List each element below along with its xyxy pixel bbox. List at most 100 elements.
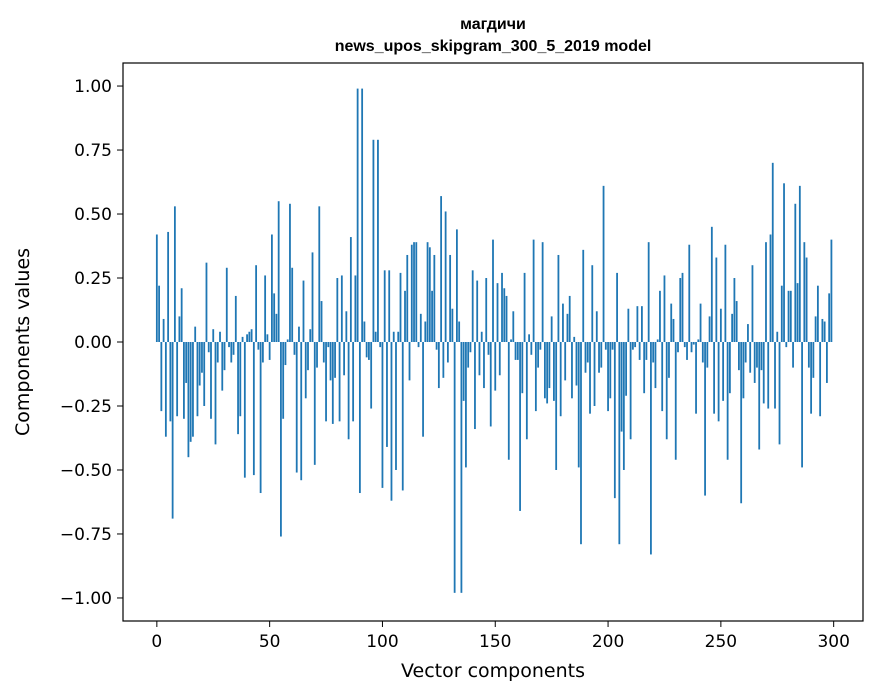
bar-131 bbox=[451, 308, 454, 342]
bar-70 bbox=[313, 342, 316, 465]
bar-299 bbox=[830, 239, 833, 342]
bar-0 bbox=[155, 234, 158, 342]
bar-79 bbox=[334, 342, 336, 378]
x-tick-label-250: 250 bbox=[705, 632, 737, 652]
bar-240 bbox=[697, 339, 700, 342]
bar-269 bbox=[762, 342, 765, 404]
bar-92 bbox=[363, 321, 366, 342]
bar-80 bbox=[336, 278, 339, 342]
bar-100 bbox=[381, 342, 384, 488]
bar-122 bbox=[431, 290, 433, 342]
bar-60 bbox=[291, 267, 294, 342]
bar-68 bbox=[309, 329, 312, 342]
y-tick-label-3: −0.25 bbox=[60, 397, 112, 417]
bar-8 bbox=[173, 206, 176, 342]
bar-58 bbox=[286, 339, 289, 342]
bar-245 bbox=[708, 316, 711, 342]
bar-45 bbox=[257, 342, 260, 350]
bar-252 bbox=[724, 244, 727, 342]
bar-23 bbox=[207, 342, 210, 353]
bar-148 bbox=[489, 342, 492, 427]
bar-157 bbox=[510, 339, 512, 342]
bar-172 bbox=[543, 342, 546, 399]
bar-40 bbox=[246, 334, 248, 342]
y-tick-label-6: 0.50 bbox=[74, 205, 112, 225]
bar-288 bbox=[805, 257, 808, 342]
bar-136 bbox=[462, 342, 465, 401]
bar-254 bbox=[728, 342, 731, 394]
bar-156 bbox=[507, 342, 510, 460]
bar-31 bbox=[225, 267, 228, 342]
bar-296 bbox=[823, 321, 826, 342]
bar-263 bbox=[749, 342, 752, 373]
y-tick-label-1: −0.75 bbox=[60, 525, 112, 545]
bar-97 bbox=[374, 331, 377, 342]
bar-91 bbox=[361, 88, 364, 342]
x-tick-label-300: 300 bbox=[817, 632, 849, 652]
bar-85 bbox=[347, 342, 350, 440]
bar-50 bbox=[268, 342, 271, 360]
x-tick-label-200: 200 bbox=[592, 632, 624, 652]
bar-141 bbox=[474, 342, 476, 430]
bar-222 bbox=[656, 339, 659, 342]
bar-84 bbox=[345, 311, 348, 342]
bar-151 bbox=[496, 283, 499, 342]
bar-54 bbox=[277, 201, 280, 342]
bar-121 bbox=[428, 247, 431, 342]
bar-120 bbox=[426, 242, 429, 342]
bar-293 bbox=[816, 285, 819, 342]
bar-182 bbox=[566, 313, 569, 342]
bar-236 bbox=[688, 244, 691, 342]
bar-214 bbox=[638, 342, 641, 360]
bar-275 bbox=[776, 331, 779, 342]
bar-202 bbox=[611, 342, 614, 350]
bar-14 bbox=[187, 342, 190, 458]
bar-53 bbox=[275, 313, 278, 342]
bar-229 bbox=[672, 318, 675, 342]
bar-123 bbox=[433, 254, 436, 342]
bar-144 bbox=[480, 331, 483, 342]
bar-248 bbox=[715, 257, 718, 342]
bar-11 bbox=[180, 288, 183, 342]
bar-108 bbox=[399, 272, 402, 342]
x-axis-label: Vector components bbox=[401, 660, 585, 682]
bar-142 bbox=[476, 280, 479, 342]
bar-203 bbox=[613, 342, 616, 499]
bar-167 bbox=[532, 239, 535, 342]
bar-132 bbox=[453, 342, 456, 593]
bar-279 bbox=[785, 342, 788, 348]
bar-90 bbox=[358, 342, 361, 494]
bar-62 bbox=[295, 342, 298, 473]
bar-242 bbox=[701, 342, 704, 363]
bar-199 bbox=[604, 342, 607, 350]
bar-174 bbox=[548, 342, 551, 389]
bar-234 bbox=[683, 342, 686, 348]
bar-155 bbox=[505, 295, 508, 342]
bar-189 bbox=[582, 249, 585, 342]
bar-125 bbox=[437, 342, 440, 389]
plot-frame bbox=[122, 62, 864, 622]
bar-169 bbox=[537, 342, 540, 368]
bar-105 bbox=[392, 331, 395, 342]
bar-34 bbox=[232, 342, 235, 355]
bar-215 bbox=[641, 306, 643, 342]
bar-127 bbox=[442, 342, 445, 378]
bar-98 bbox=[377, 139, 379, 342]
bar-25 bbox=[212, 329, 215, 342]
bar-216 bbox=[643, 342, 646, 394]
bar-61 bbox=[293, 342, 296, 355]
bar-5 bbox=[167, 231, 170, 342]
bar-42 bbox=[250, 329, 253, 342]
bar-217 bbox=[645, 342, 648, 360]
bar-110 bbox=[404, 290, 406, 342]
bar-66 bbox=[304, 342, 307, 399]
bar-287 bbox=[803, 242, 806, 342]
bar-12 bbox=[183, 342, 185, 419]
bar-221 bbox=[654, 342, 657, 389]
bar-231 bbox=[677, 342, 679, 353]
y-tick-label-2: −0.50 bbox=[60, 461, 112, 481]
chart-title-line-2: news_upos_skipgram_300_5_2019 model bbox=[335, 38, 652, 55]
bar-20 bbox=[201, 342, 203, 373]
bar-207 bbox=[622, 342, 625, 470]
bar-238 bbox=[692, 342, 695, 345]
